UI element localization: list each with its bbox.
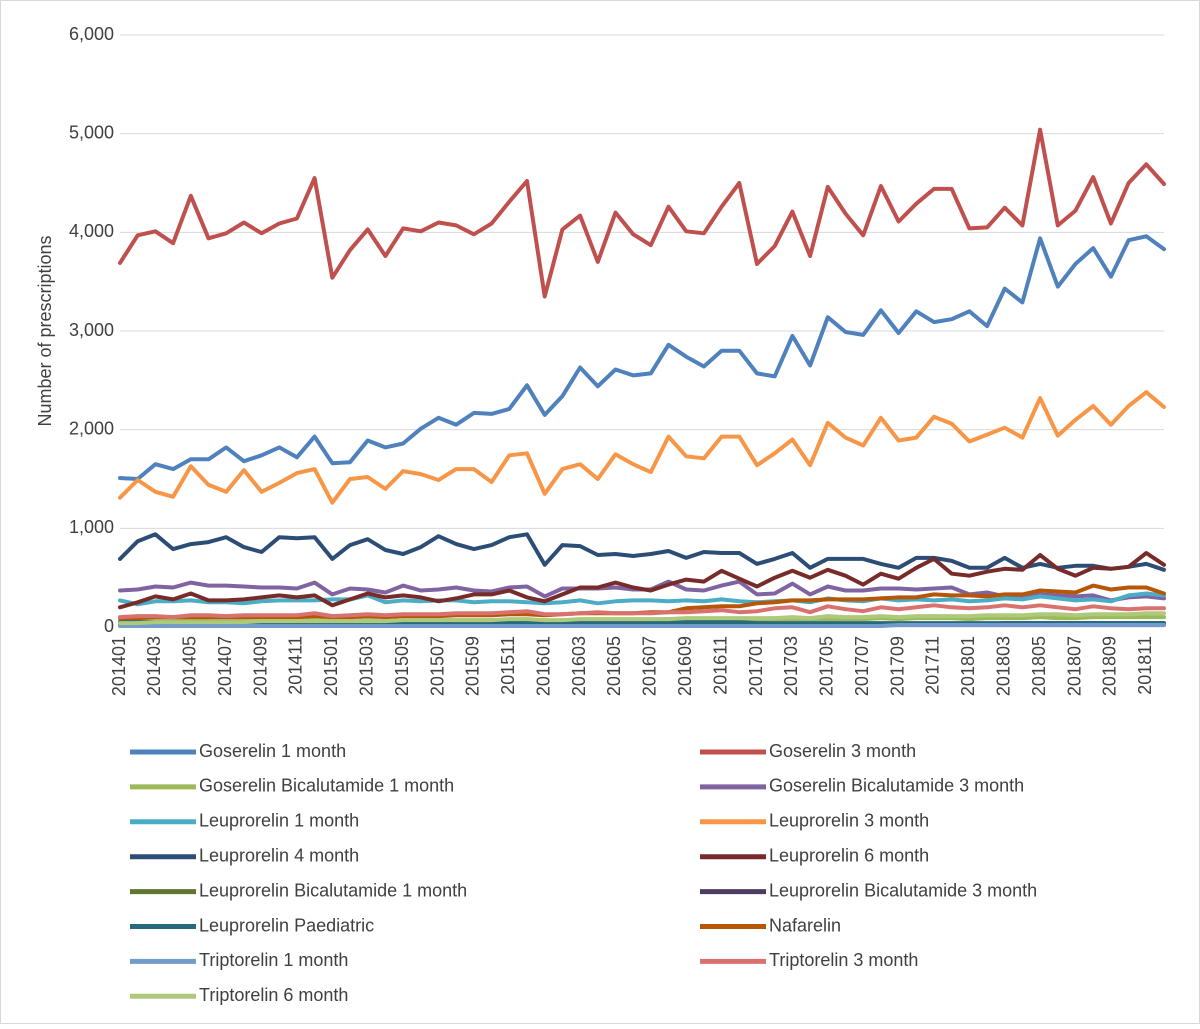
legend-label: Goserelin 1 month (199, 741, 346, 761)
x-tick-label: 201503 (356, 636, 376, 696)
x-tick-label: 201409 (250, 636, 270, 696)
x-tick-label: 201707 (852, 636, 872, 696)
x-tick-label: 201711 (923, 636, 943, 695)
series-line (118, 532, 1166, 572)
x-tick-label: 201803 (993, 636, 1013, 696)
x-tick-label: 201405 (180, 636, 200, 696)
x-tick-label: 201401 (109, 636, 129, 696)
x-tick-label: 201507 (427, 636, 447, 696)
x-tick-label: 201603 (569, 636, 589, 696)
series-line (118, 127, 1166, 299)
x-tick-label: 201809 (1100, 636, 1120, 696)
y-tick-label: 4,000 (69, 221, 114, 241)
y-tick-label: 5,000 (69, 122, 114, 142)
x-tick-label: 201811 (1135, 636, 1155, 695)
series-line (118, 234, 1166, 481)
x-tick-label: 201509 (463, 636, 483, 696)
y-tick-label: 3,000 (69, 320, 114, 340)
x-tick-label: 201501 (321, 636, 341, 696)
x-tick-label: 201407 (215, 636, 235, 696)
legend-label: Leuprorelin 3 month (769, 811, 929, 831)
legend-label: Triptorelin 3 month (769, 950, 918, 970)
x-tick-label: 201805 (1029, 636, 1049, 696)
x-tick-label: 201807 (1064, 636, 1084, 696)
y-tick-label: 1,000 (69, 517, 114, 537)
legend-label: Triptorelin 1 month (199, 950, 348, 970)
legend-label: Leuprorelin Bicalutamide 1 month (199, 880, 467, 900)
legend-label: Goserelin Bicalutamide 1 month (199, 776, 454, 796)
y-tick-label: 0 (104, 616, 114, 636)
series-line (118, 551, 1166, 610)
x-tick-label: 201703 (781, 636, 801, 696)
legend-label: Leuprorelin 1 month (199, 811, 359, 831)
x-tick-label: 201605 (604, 636, 624, 696)
legend-label: Nafarelin (769, 915, 841, 935)
legend-label: Leuprorelin 6 month (769, 845, 929, 865)
y-tick-label: 2,000 (69, 418, 114, 438)
x-tick-label: 201701 (746, 636, 766, 696)
x-tick-label: 201411 (286, 636, 306, 695)
legend-label: Leuprorelin 4 month (199, 845, 359, 865)
legend-label: Goserelin 3 month (769, 741, 916, 761)
legend-label: Goserelin Bicalutamide 3 month (769, 776, 1024, 796)
x-tick-label: 201705 (817, 636, 837, 696)
series-line (118, 623, 1166, 628)
series-line (118, 591, 1166, 607)
y-tick-label: 6,000 (69, 24, 114, 44)
x-tick-label: 201611 (710, 636, 730, 695)
x-tick-label: 201801 (958, 636, 978, 696)
x-tick-label: 201709 (887, 636, 907, 696)
x-tick-label: 201511 (498, 636, 518, 695)
legend-label: Leuprorelin Paediatric (199, 915, 374, 935)
series-line (118, 603, 1166, 620)
series-line (118, 611, 1166, 626)
x-tick-label: 201403 (144, 636, 164, 696)
y-axis-label: Number of prescriptions (35, 235, 55, 426)
x-tick-label: 201505 (392, 636, 412, 696)
series-line (118, 390, 1166, 505)
legend-label: Triptorelin 6 month (199, 985, 348, 1005)
x-tick-label: 201607 (640, 636, 660, 696)
x-tick-label: 201601 (533, 636, 553, 696)
legend-label: Leuprorelin Bicalutamide 3 month (769, 880, 1037, 900)
x-tick-label: 201609 (675, 636, 695, 696)
